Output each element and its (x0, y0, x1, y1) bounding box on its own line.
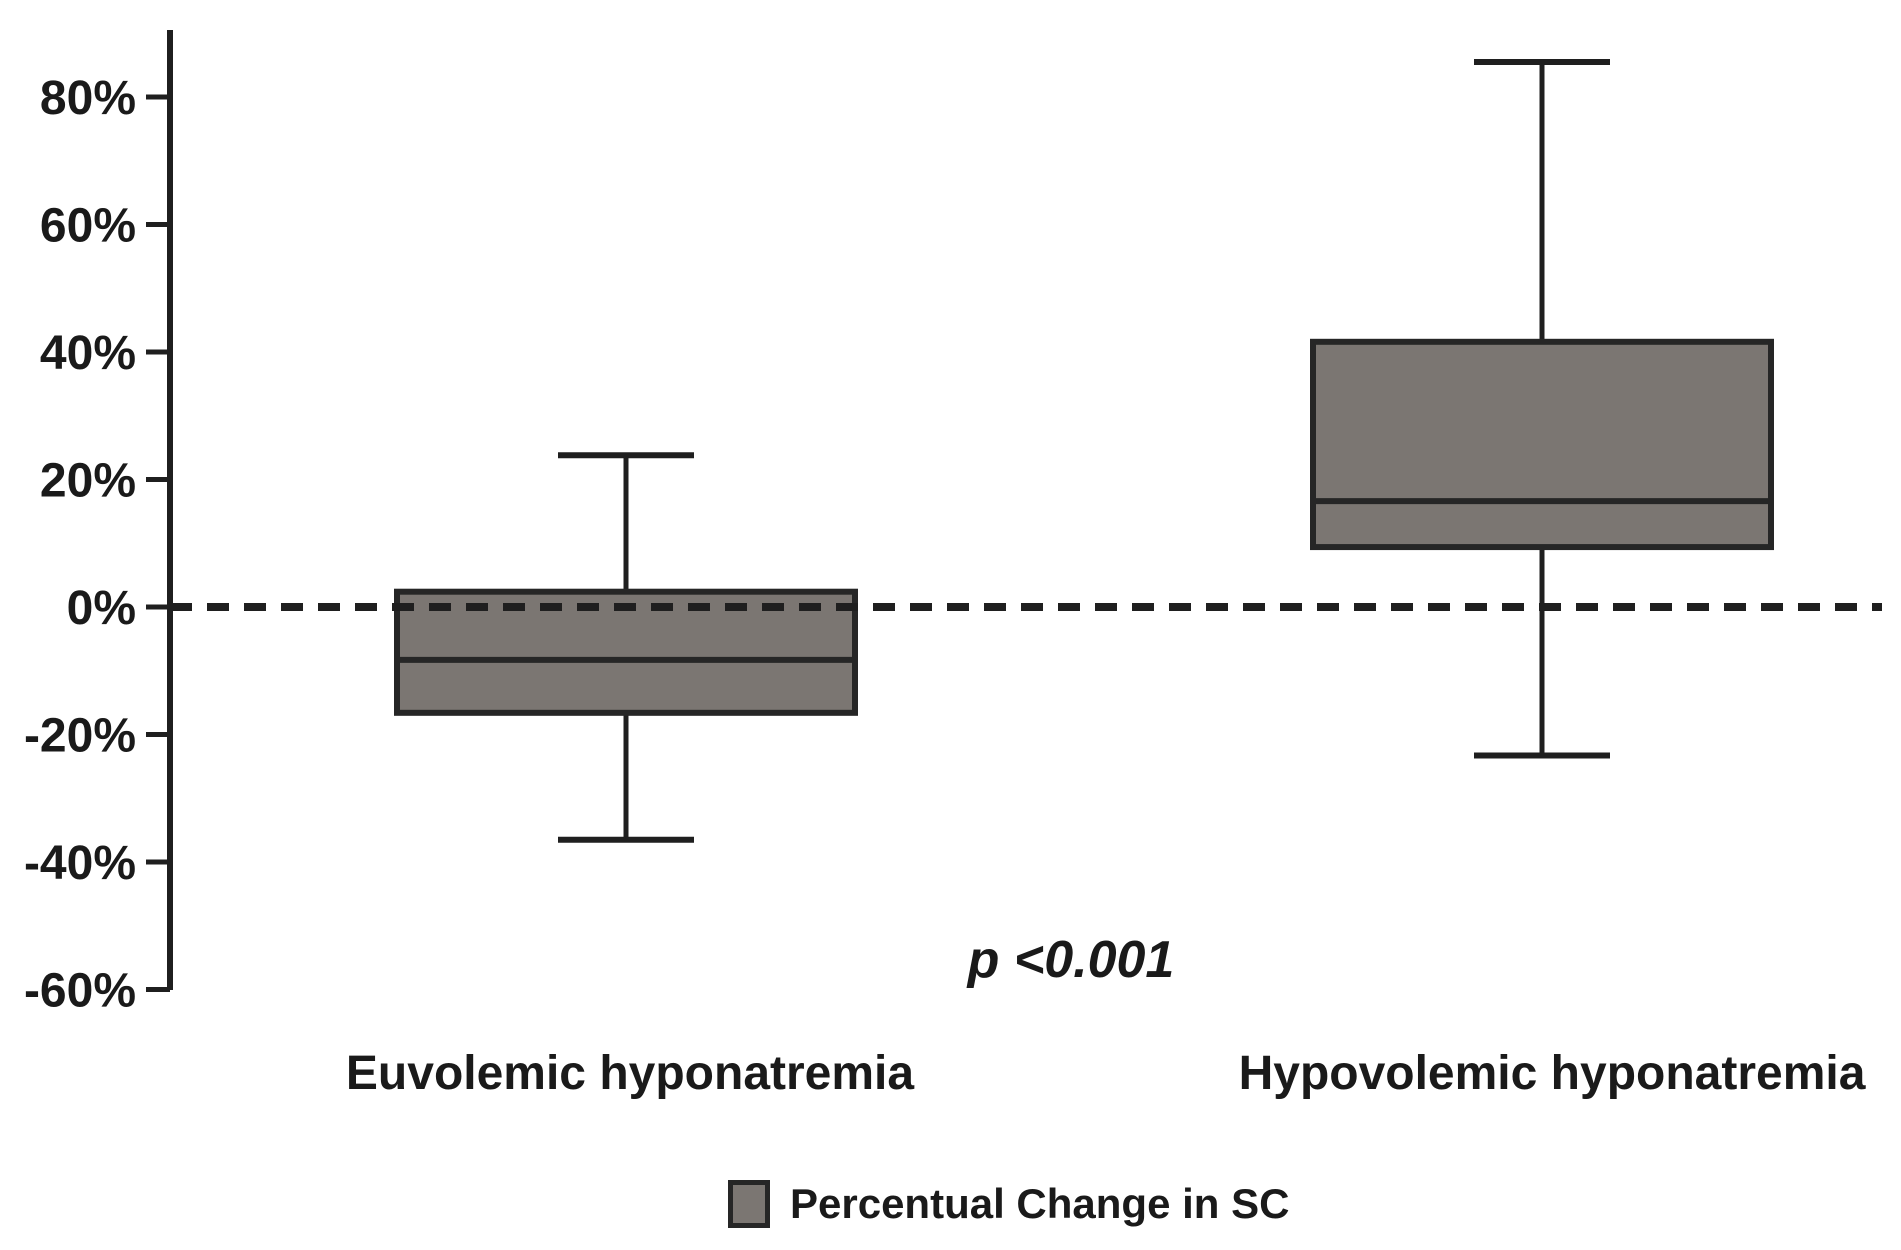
y-tick-label: -40% (24, 837, 136, 890)
legend-swatch-icon (728, 1180, 770, 1228)
category-label-hypovolemic: Hypovolemic hyponatremia (1238, 1047, 1866, 1100)
y-tick-label: 40% (40, 327, 136, 380)
y-tick-label: -60% (24, 965, 136, 1018)
legend-label: Percentual Change in SC (790, 1180, 1290, 1227)
y-tick-label: 60% (40, 200, 136, 253)
iqr-box (394, 588, 858, 716)
y-tick-label: -20% (24, 710, 136, 763)
y-tick-label: 20% (40, 455, 136, 508)
y-tick-label: 80% (40, 72, 136, 125)
legend: Percentual Change in SC (728, 1180, 1289, 1228)
p-value-annotation: p <0.001 (967, 931, 1175, 989)
iqr-box (1310, 338, 1774, 551)
y-tick-label: 0% (67, 582, 136, 635)
category-label-euvolemic: Euvolemic hyponatremia (345, 1047, 915, 1100)
